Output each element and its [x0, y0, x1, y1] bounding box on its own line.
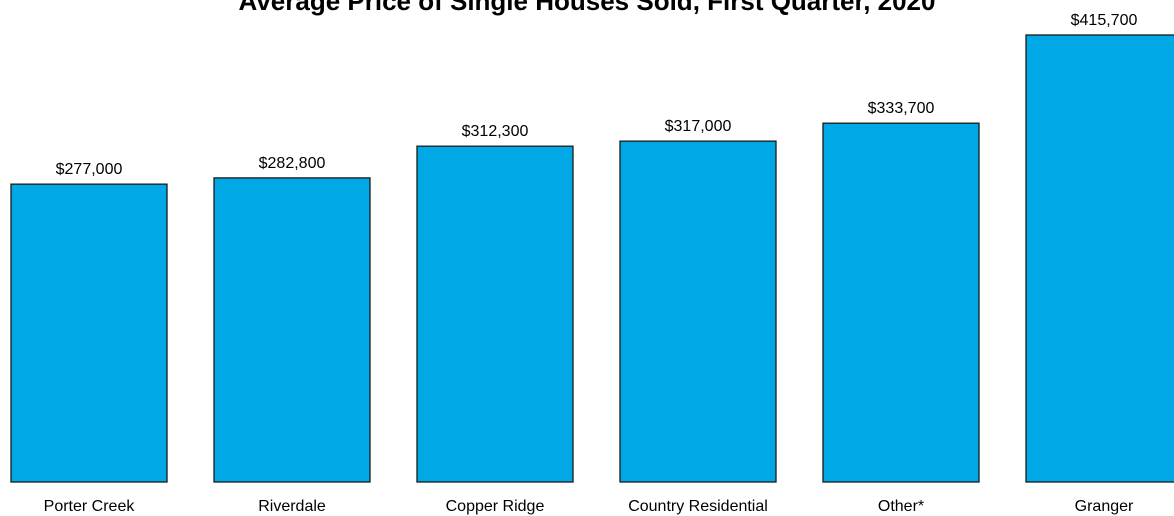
x-tick-label-0: Porter Creek — [44, 498, 136, 515]
data-label-0: $277,000 — [56, 161, 123, 178]
x-tick-label-5: Granger — [1075, 498, 1134, 515]
data-label-3: $317,000 — [665, 118, 732, 135]
bar-2 — [416, 145, 574, 483]
bar-4 — [822, 122, 980, 483]
bar-1 — [213, 177, 371, 483]
data-label-1: $282,800 — [259, 155, 326, 172]
x-tick-label-2: Copper Ridge — [446, 498, 545, 515]
x-tick-label-1: Riverdale — [258, 498, 326, 515]
data-label-4: $333,700 — [868, 100, 935, 117]
data-label-5: $415,700 — [1071, 12, 1138, 29]
bar-3 — [619, 140, 777, 483]
x-tick-label-4: Other* — [878, 498, 924, 515]
bar-0 — [10, 183, 168, 483]
chart-title: Average Price of Single Houses Sold, Fir… — [238, 0, 936, 16]
data-label-2: $312,300 — [462, 123, 529, 140]
bar-5 — [1025, 34, 1174, 483]
x-tick-label-3: Country Residential — [628, 498, 768, 515]
